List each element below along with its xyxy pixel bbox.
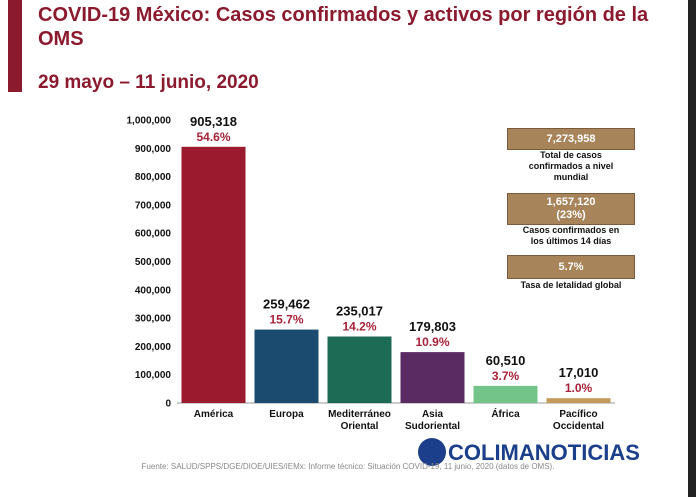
- watermark-logo: [418, 438, 446, 466]
- y-tick-label: 200,000: [135, 342, 172, 353]
- value-label: 17,010: [559, 365, 599, 380]
- chart-title: COVID-19 México: Casos confirmados y act…: [38, 4, 649, 50]
- bar: [473, 385, 538, 403]
- bar: [181, 146, 246, 403]
- x-tick-label: Pacífico Occidental: [552, 409, 605, 432]
- share-label: 1.0%: [565, 381, 593, 395]
- value-label: 905,318: [190, 114, 237, 129]
- y-tick-label: 0: [165, 399, 171, 410]
- y-tick-label: 700,000: [135, 200, 172, 211]
- share-label: 14.2%: [342, 319, 376, 333]
- x-tick-label: Asia Sudoriental: [404, 409, 460, 432]
- info-figure: 5.7%: [507, 255, 635, 279]
- y-tick-label: 400,000: [135, 285, 172, 296]
- info-text: Total de casos confirmados a nivel mundi…: [528, 150, 614, 182]
- share-label: 10.9%: [415, 335, 449, 349]
- value-label: 60,510: [486, 353, 526, 368]
- edge: [688, 0, 696, 497]
- info-figure: 1,657,120 (23%): [507, 193, 635, 225]
- info-text: Tasa de letalidad global: [520, 280, 622, 290]
- x-tick-label: Europa: [269, 409, 304, 420]
- accent-bar: [8, 0, 22, 92]
- x-tick-label: Mediterráneo Oriental: [328, 409, 391, 432]
- bar: [400, 352, 465, 403]
- y-tick-label: 100,000: [135, 370, 172, 381]
- value-label: 235,017: [336, 303, 383, 318]
- y-tick-label: 900,000: [135, 144, 172, 155]
- source: Fuente: SALUD/SPPS/DGE/DIOE/UIES/IEMx: I…: [142, 462, 555, 471]
- bar: [327, 336, 392, 403]
- value-label: 259,462: [263, 297, 310, 312]
- bar: [546, 398, 611, 403]
- y-tick-label: 300,000: [135, 314, 172, 325]
- chart-subtitle: 29 mayo – 11 junio, 2020: [38, 72, 259, 93]
- watermark: COLIMANOTICIAS: [448, 440, 640, 465]
- info-text: Casos confirmados en los últimos 14 días: [522, 225, 620, 246]
- share-label: 54.6%: [196, 130, 230, 144]
- value-label: 179,803: [409, 319, 456, 334]
- y-tick-label: 1,000,000: [127, 116, 172, 127]
- share-label: 15.7%: [269, 313, 303, 327]
- y-tick-label: 600,000: [135, 229, 172, 240]
- y-tick-label: 500,000: [135, 257, 172, 268]
- bar: [254, 329, 319, 403]
- x-tick-label: África: [491, 409, 520, 420]
- x-tick-label: América: [193, 409, 234, 420]
- y-tick-label: 800,000: [135, 172, 172, 183]
- info-figure: 7,273,958: [507, 128, 635, 150]
- share-label: 3.7%: [492, 369, 520, 383]
